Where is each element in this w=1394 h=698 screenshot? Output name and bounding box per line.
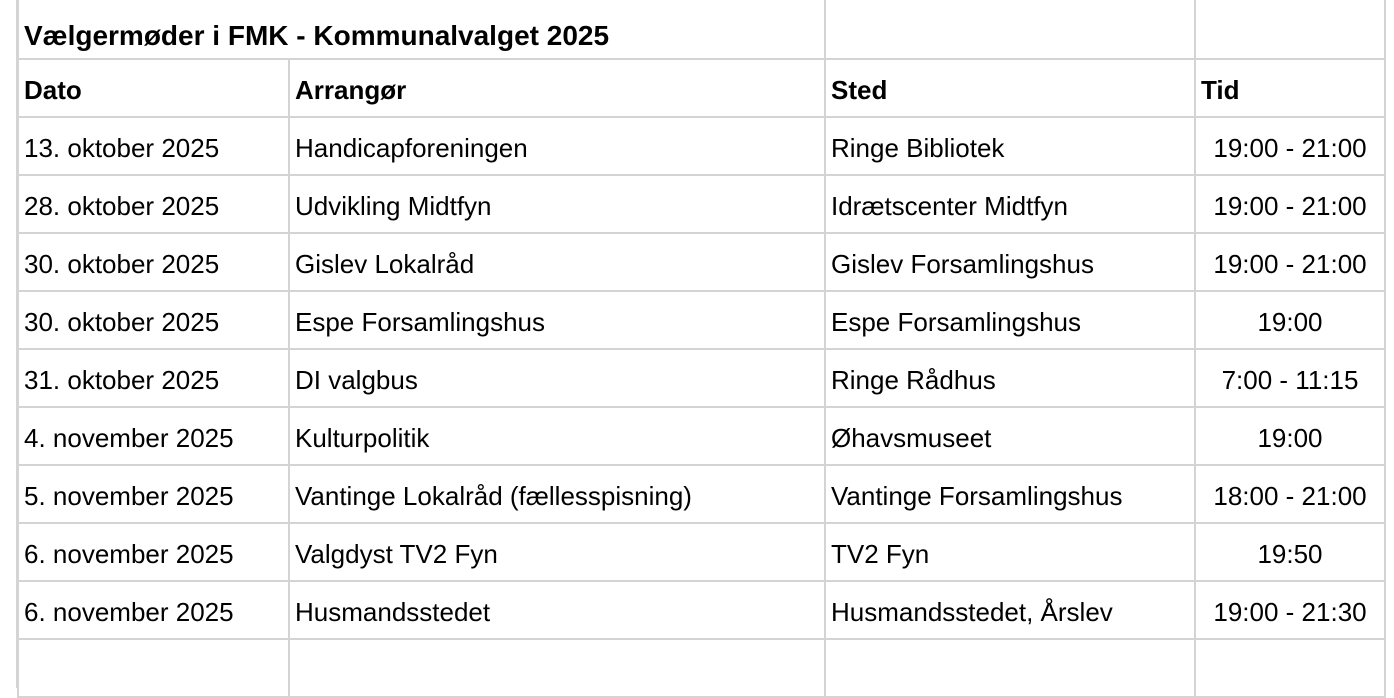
cell[interactable]	[824, 638, 1196, 698]
table-row: 6. november 2025 Husmandsstedet Husmandsst…	[17, 580, 1386, 640]
table-row: 31. oktober 2025 DI valgbus Ringe Rådhus 7:…	[17, 348, 1386, 408]
cell[interactable]	[1194, 638, 1386, 698]
cell-arrangor[interactable]: DI valgbus	[288, 348, 826, 408]
row-header-strip	[0, 0, 18, 688]
cell-tid[interactable]: 7:00 - 11:15	[1194, 348, 1386, 408]
header-tid[interactable]: Tid	[1194, 58, 1386, 118]
table-row: 30. oktober 2025 Gislev Lokalråd Gislev Fo…	[17, 232, 1386, 292]
cell-dato[interactable]: 31. oktober 2025	[17, 348, 290, 408]
cell-dato[interactable]: 6. november 2025	[17, 522, 290, 582]
table-row: 5. november 2025 Vantinge Lokalråd (fælle…	[17, 464, 1386, 524]
cell-arrangor[interactable]: Udvikling Midtfyn	[288, 174, 826, 234]
header-sted[interactable]: Sted	[824, 58, 1196, 118]
cell-tid[interactable]: 19:00 - 21:00	[1194, 232, 1386, 292]
cell-sted[interactable]: Husmandsstedet, Årslev	[824, 580, 1196, 640]
cell[interactable]	[1194, 0, 1386, 60]
cell-dato[interactable]: 30. oktober 2025	[17, 290, 290, 350]
cell[interactable]	[824, 0, 1196, 60]
cell-dato[interactable]: 30. oktober 2025	[17, 232, 290, 292]
cell-arrangor[interactable]: Kulturpolitik	[288, 406, 826, 466]
cell-tid[interactable]: 19:00	[1194, 406, 1386, 466]
cell-tid[interactable]: 19:00	[1194, 290, 1386, 350]
table-row: 4. november 2025 Kulturpolitik Øhavsmuseet…	[17, 406, 1386, 466]
table-row: 6. november 2025 Valgdyst TV2 Fyn TV2 Fyn 1…	[17, 522, 1386, 582]
header-row: Dato Arrangør Sted Tid	[17, 58, 1386, 118]
table-row: 30. oktober 2025 Espe Forsamlingshus Espe …	[17, 290, 1386, 350]
cell-arrangor[interactable]: Espe Forsamlingshus	[288, 290, 826, 350]
cell[interactable]	[17, 638, 290, 698]
cell-arrangor[interactable]: Vantinge Lokalråd (fællesspisning)	[288, 464, 826, 524]
sheet-title[interactable]: Vælgermøder i FMK - Kommunalvalget 2025	[17, 0, 825, 60]
cell-arrangor[interactable]: Handicapforeningen	[288, 116, 826, 176]
cell-sted[interactable]: TV2 Fyn	[824, 522, 1196, 582]
cell-arrangor[interactable]: Husmandsstedet	[288, 580, 826, 640]
cell[interactable]	[288, 638, 826, 698]
cell-tid[interactable]: 18:00 - 21:00	[1194, 464, 1386, 524]
cell-tid[interactable]: 19:00 - 21:30	[1194, 580, 1386, 640]
table-row: 13. oktober 2025 Handicapforeningen Ringe …	[17, 116, 1386, 176]
cell-tid[interactable]: 19:00 - 21:00	[1194, 116, 1386, 176]
cell-sted[interactable]: Øhavsmuseet	[824, 406, 1196, 466]
cell-sted[interactable]: Espe Forsamlingshus	[824, 290, 1196, 350]
table-row: 28. oktober 2025 Udvikling Midtfyn Idrætsc…	[17, 174, 1386, 234]
cell-tid[interactable]: 19:00 - 21:00	[1194, 174, 1386, 234]
cell-dato[interactable]: 13. oktober 2025	[17, 116, 290, 176]
cell-arrangor[interactable]: Gislev Lokalråd	[288, 232, 826, 292]
cell-dato[interactable]: 6. november 2025	[17, 580, 290, 640]
header-dato[interactable]: Dato	[17, 58, 290, 118]
cell-dato[interactable]: 5. november 2025	[17, 464, 290, 524]
cell-dato[interactable]: 4. november 2025	[17, 406, 290, 466]
cell-sted[interactable]: Ringe Bibliotek	[824, 116, 1196, 176]
cell-sted[interactable]: Ringe Rådhus	[824, 348, 1196, 408]
header-arrangor[interactable]: Arrangør	[288, 58, 826, 118]
title-row: Vælgermøder i FMK - Kommunalvalget 2025	[17, 0, 1386, 60]
spreadsheet-grid: Vælgermøder i FMK - Kommunalvalget 2025 …	[17, 0, 1386, 698]
cell-sted[interactable]: Vantinge Forsamlingshus	[824, 464, 1196, 524]
cell-sted[interactable]: Idrætscenter Midtfyn	[824, 174, 1196, 234]
cell-tid[interactable]: 19:50	[1194, 522, 1386, 582]
cell-dato[interactable]: 28. oktober 2025	[17, 174, 290, 234]
cell-arrangor[interactable]: Valgdyst TV2 Fyn	[288, 522, 826, 582]
cell-sted[interactable]: Gislev Forsamlingshus	[824, 232, 1196, 292]
empty-row	[17, 638, 1386, 698]
